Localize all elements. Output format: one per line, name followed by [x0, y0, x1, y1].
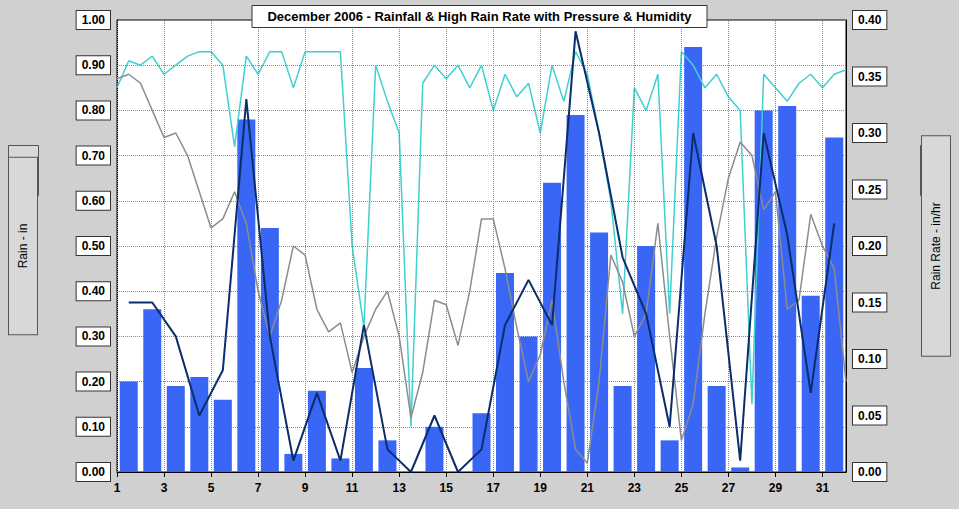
svg-text:0.15: 0.15	[858, 296, 882, 310]
svg-text:0.10: 0.10	[858, 352, 882, 366]
svg-text:0.40: 0.40	[858, 13, 882, 27]
svg-text:21: 21	[581, 481, 595, 495]
svg-text:0.40: 0.40	[82, 284, 106, 298]
svg-text:0.35: 0.35	[858, 70, 882, 84]
svg-text:0.50: 0.50	[82, 239, 106, 253]
svg-text:0.70: 0.70	[82, 149, 106, 163]
svg-text:0.60: 0.60	[82, 194, 106, 208]
svg-text:0.05: 0.05	[858, 409, 882, 423]
svg-text:0.25: 0.25	[858, 183, 882, 197]
svg-text:0.10: 0.10	[82, 420, 106, 434]
svg-text:5: 5	[208, 481, 215, 495]
svg-text:25: 25	[675, 481, 689, 495]
svg-text:0.20: 0.20	[858, 239, 882, 253]
svg-text:Rain - in: Rain - in	[16, 224, 30, 269]
svg-text:0.30: 0.30	[858, 126, 882, 140]
svg-text:11: 11	[346, 481, 359, 495]
svg-text:17: 17	[487, 481, 501, 495]
svg-text:Rain Rate - in/hr: Rain Rate - in/hr	[929, 202, 943, 289]
svg-text:3: 3	[161, 481, 168, 495]
svg-text:0.20: 0.20	[82, 375, 106, 389]
svg-text:7: 7	[255, 481, 262, 495]
svg-text:29: 29	[769, 481, 783, 495]
svg-text:December 2006 - Rainfall & Hig: December 2006 - Rainfall & High Rain Rat…	[267, 9, 692, 24]
svg-text:0.00: 0.00	[858, 465, 882, 479]
svg-text:9: 9	[302, 481, 309, 495]
svg-text:27: 27	[722, 481, 736, 495]
svg-text:0.30: 0.30	[82, 329, 106, 343]
svg-text:0.00: 0.00	[82, 465, 106, 479]
svg-text:13: 13	[393, 481, 407, 495]
svg-text:15: 15	[440, 481, 454, 495]
svg-text:31: 31	[816, 481, 830, 495]
svg-text:19: 19	[534, 481, 548, 495]
svg-text:1: 1	[114, 481, 121, 495]
svg-text:0.90: 0.90	[82, 58, 106, 72]
svg-text:1.00: 1.00	[82, 13, 106, 27]
svg-text:0.80: 0.80	[82, 103, 106, 117]
svg-text:23: 23	[628, 481, 642, 495]
